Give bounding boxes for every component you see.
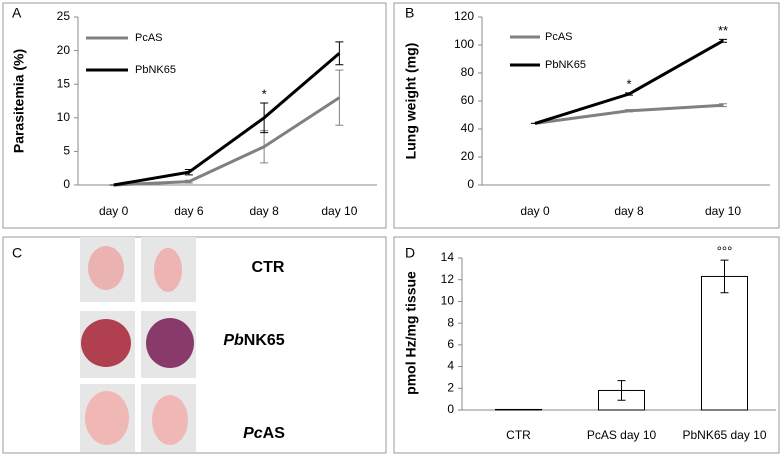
x-tick-label: day 10 [321, 204, 357, 218]
error-bar [617, 380, 626, 401]
y-axis-label: Parasitemia (%) [11, 49, 27, 153]
panel-label: D [405, 245, 415, 261]
y-tick-label: 0 [63, 177, 70, 191]
y-tick-label: 20 [461, 149, 475, 163]
y-tick-label: 100 [454, 37, 474, 51]
x-tick-label: day 0 [99, 204, 129, 218]
significance-mark: * [626, 76, 631, 91]
error-bar [184, 169, 193, 176]
label-prefix: Pc [243, 425, 263, 442]
y-tick-label: 40 [461, 121, 475, 135]
y-tick-label: 10 [441, 294, 455, 308]
y-tick-label: 120 [454, 9, 474, 23]
y-tick-label: 4 [447, 359, 454, 373]
liver [154, 248, 182, 292]
y-tick-label: 12 [441, 272, 455, 286]
panel-label: C [12, 245, 22, 261]
x-tick-label: day 6 [174, 204, 204, 218]
y-tick-label: 10 [57, 110, 71, 124]
label-rest: NK65 [244, 332, 285, 349]
y-tick-label: 2 [447, 380, 454, 394]
error-bar [719, 103, 727, 108]
liver [81, 319, 131, 367]
photos [80, 237, 196, 452]
y-tick-label: 25 [57, 9, 71, 23]
label-prefix: Pb [223, 332, 244, 349]
y-tick-label: 20 [57, 43, 71, 57]
error-bar [184, 179, 193, 184]
liver [85, 391, 129, 445]
legend-label: PcAS [135, 32, 163, 44]
panel-a-frame [2, 2, 387, 229]
y-tick-label: 14 [441, 250, 455, 264]
x-tick-label: day 8 [249, 204, 279, 218]
photo-row-label: CTR [252, 259, 285, 276]
label-rest: AS [263, 425, 286, 442]
y-tick-label: 8 [447, 315, 454, 329]
x-tick-label: CTR [506, 428, 531, 442]
error-bar [720, 259, 729, 294]
x-tick-label: day 0 [520, 204, 550, 218]
y-tick-label: 0 [467, 177, 474, 191]
y-axis-label: pmol Hz/mg tissue [403, 271, 419, 395]
photo-row-label: PcAS [243, 425, 285, 442]
error-bar [260, 102, 269, 134]
legend-label: PbNK65 [545, 59, 586, 71]
series-line [113, 96, 341, 187]
x-tick-label: day 10 [705, 204, 741, 218]
panel-label: A [12, 5, 22, 21]
error-bar [335, 69, 344, 126]
panel-label: B [405, 5, 414, 21]
error-bar [335, 41, 344, 66]
legend-label: PbNK65 [135, 64, 176, 76]
significance-mark: ** [718, 23, 728, 38]
y-tick-label: 5 [63, 144, 70, 158]
liver [152, 395, 188, 445]
significance-mark: * [262, 86, 267, 101]
error-bar [719, 38, 727, 43]
y-tick-label: 60 [461, 93, 475, 107]
x-tick-label: PcAS day 10 [587, 428, 657, 442]
y-tick-label: 0 [447, 402, 454, 416]
legend-label: PcAS [545, 31, 573, 43]
bar [701, 275, 748, 411]
series-line [113, 52, 341, 187]
y-tick-label: 15 [57, 76, 71, 90]
significance-mark: °°° [717, 244, 733, 259]
y-tick-label: 80 [461, 65, 475, 79]
liver [88, 246, 124, 290]
x-tick-label: PbNK65 day 10 [682, 428, 766, 442]
error-bar [625, 109, 633, 113]
photo-row-label: PbNK65 [223, 332, 284, 349]
y-tick-label: 6 [447, 337, 454, 351]
error-bar [625, 92, 633, 96]
x-tick-label: day 8 [614, 204, 644, 218]
y-axis-label: Lung weight (mg) [403, 43, 419, 160]
liver [146, 318, 194, 368]
